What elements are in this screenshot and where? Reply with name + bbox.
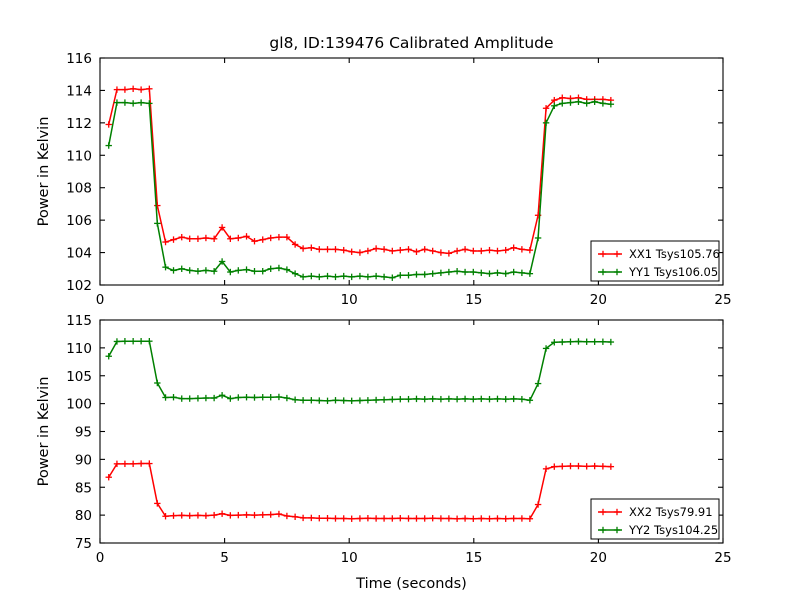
y-tick-label-4: 110: [66, 148, 92, 164]
legend-label-0: XX1 Tsys105.76: [629, 247, 720, 261]
y-axis-label: Power in Kelvin: [36, 377, 52, 487]
x-tick-label-4: 20: [590, 292, 607, 308]
legend-top: XX1 Tsys105.76 YY1 Tsys106.05: [590, 240, 720, 282]
legend-frame: [590, 240, 720, 282]
x-tick-label-5: 25: [714, 550, 731, 566]
x-tick-label-0: 0: [96, 550, 105, 566]
series-line-1: [108, 340, 611, 402]
panel-bottom: 0 5 10 15 20 25 75 80 85 90 95 100 105 110 115 Power in…: [36, 313, 732, 592]
y-tick-label-7: 110: [66, 341, 92, 357]
axes-frame: [99, 57, 724, 286]
series-markers-1: [105, 98, 615, 281]
y-axis-label: Power in Kelvin: [36, 117, 52, 227]
y-tick-label-5: 112: [66, 116, 92, 132]
y-tick-label-7: 116: [66, 51, 92, 67]
x-axis-label: Time (seconds): [355, 576, 467, 592]
legend-frame: [590, 498, 720, 540]
data-layer: [105, 337, 615, 522]
series-line-0: [107, 87, 611, 255]
data-layer: [105, 85, 615, 281]
figure-title: gl8, ID:139476 Calibrated Amplitude: [269, 34, 553, 52]
legend-bottom: XX2 Tsys79.91 YY2 Tsys104.25: [590, 498, 720, 540]
series-markers-0: [105, 460, 615, 522]
y-tick-label-8: 115: [66, 313, 92, 329]
y-tick-label-5: 100: [66, 397, 92, 413]
y-tick-label-6: 105: [66, 369, 92, 385]
x-tick-label-5: 25: [714, 292, 731, 308]
y-tick-label-2: 85: [75, 480, 92, 496]
x-tick-label-3: 15: [465, 292, 482, 308]
legend-label-1: YY2 Tsys104.25: [628, 523, 718, 537]
x-tick-label-1: 5: [220, 292, 229, 308]
y-tick-label-3: 90: [75, 452, 92, 468]
x-tick-label-2: 10: [341, 292, 358, 308]
series-markers-0: [105, 85, 615, 257]
x-tick-label-4: 20: [590, 550, 607, 566]
panel-top: 0 5 10 15 20 25 102 104 106 108 110 112 114 116 Power …: [36, 51, 732, 308]
y-tick-label-0: 102: [66, 278, 92, 294]
y-tick-label-0: 75: [75, 536, 92, 552]
y-tick-label-4: 95: [75, 425, 92, 441]
x-tick-label-0: 0: [96, 292, 105, 308]
y-tick-label-2: 106: [66, 213, 92, 229]
x-tick-label-1: 5: [220, 550, 229, 566]
series-markers-1: [105, 337, 615, 405]
y-tick-label-1: 80: [75, 508, 92, 524]
series-line-0: [108, 462, 611, 520]
x-tick-label-2: 10: [341, 550, 358, 566]
y-tick-label-3: 108: [66, 181, 92, 197]
y-tick-label-1: 104: [66, 246, 92, 262]
x-tick-label-3: 15: [465, 550, 482, 566]
legend-label-1: YY1 Tsys106.05: [628, 265, 718, 279]
y-tick-label-6: 114: [66, 83, 92, 99]
legend-label-0: XX2 Tsys79.91: [629, 505, 713, 519]
